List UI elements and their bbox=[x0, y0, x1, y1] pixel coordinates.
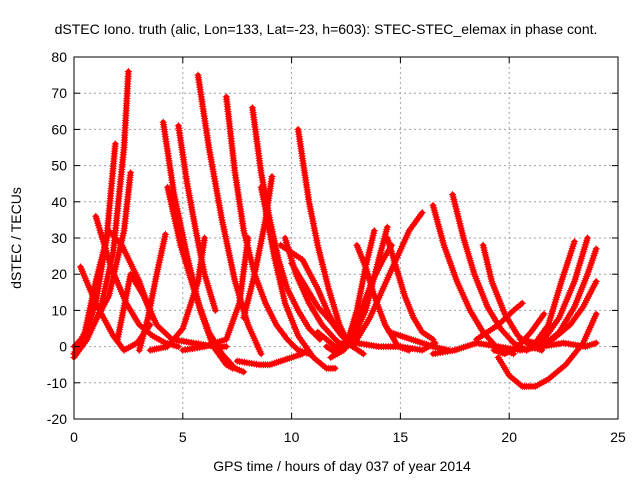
y-tick-label: 10 bbox=[51, 302, 67, 318]
series-arc05 bbox=[77, 263, 154, 354]
series-markers bbox=[331, 339, 439, 354]
x-tick-label: 10 bbox=[284, 429, 300, 445]
y-tick-label: 60 bbox=[51, 121, 67, 137]
series-markers bbox=[222, 93, 313, 358]
series-line bbox=[480, 242, 545, 353]
series-arc08 bbox=[135, 230, 169, 354]
x-tick-label: 25 bbox=[610, 429, 626, 445]
chart-title: dSTEC Iono. truth (alic, Lon=133, Lat=-2… bbox=[55, 21, 598, 37]
series-markers bbox=[386, 328, 452, 354]
y-tick-label: 70 bbox=[51, 85, 67, 101]
y-tick-label: -20 bbox=[47, 411, 67, 427]
y-tick-label: 50 bbox=[51, 158, 67, 174]
y-tick-label: 20 bbox=[51, 266, 67, 282]
series-markers bbox=[233, 350, 306, 369]
series-arc21 bbox=[294, 125, 352, 347]
series-markers bbox=[494, 310, 600, 390]
series-arc11 bbox=[174, 122, 219, 314]
x-tick-label: 0 bbox=[70, 429, 78, 445]
y-tick-label: 80 bbox=[51, 49, 67, 65]
series-markers bbox=[523, 234, 591, 354]
series-markers bbox=[179, 234, 252, 354]
series-arc40 bbox=[473, 299, 526, 343]
series-markers bbox=[146, 234, 209, 354]
data-series bbox=[70, 68, 600, 390]
series-arc42 bbox=[386, 328, 452, 354]
x-tick-label: 5 bbox=[179, 429, 187, 445]
series-arc30 bbox=[331, 339, 439, 354]
series-arc15 bbox=[222, 93, 313, 358]
y-axis-label: dSTEC / TECUs bbox=[8, 187, 24, 289]
series-arc16 bbox=[233, 350, 306, 369]
series-line bbox=[474, 300, 525, 342]
series-markers bbox=[383, 234, 437, 343]
x-tick-label: 20 bbox=[501, 429, 517, 445]
series-arc41 bbox=[490, 310, 548, 358]
series-arc29 bbox=[383, 234, 437, 343]
series-line bbox=[147, 235, 208, 353]
axis-ticks: 0 5 10 15 20 25 -20 -10 0 10 20 30 40 50 60 70 80 bbox=[47, 49, 626, 445]
series-markers bbox=[549, 277, 600, 343]
series-markers bbox=[516, 238, 578, 347]
series-markers bbox=[240, 173, 276, 322]
series-arc37 bbox=[523, 234, 591, 354]
series-arc13 bbox=[194, 71, 265, 358]
series-arc39 bbox=[549, 277, 600, 343]
series-arc36 bbox=[516, 238, 578, 347]
series-arc14 bbox=[179, 234, 252, 354]
x-tick-label: 15 bbox=[393, 429, 409, 445]
series-markers bbox=[473, 299, 526, 343]
series-arc35 bbox=[494, 310, 600, 390]
y-tick-label: 30 bbox=[51, 230, 67, 246]
series-arc19 bbox=[240, 173, 276, 322]
series-arc12 bbox=[146, 234, 209, 354]
y-tick-label: 0 bbox=[59, 339, 67, 355]
series-markers bbox=[490, 310, 548, 358]
series-markers bbox=[135, 230, 169, 354]
series-markers bbox=[294, 125, 352, 347]
y-tick-label: -10 bbox=[47, 375, 67, 391]
x-axis-label: GPS time / hours of day 037 of year 2014 bbox=[213, 458, 471, 474]
y-tick-label: 40 bbox=[51, 194, 67, 210]
grid bbox=[74, 57, 618, 419]
